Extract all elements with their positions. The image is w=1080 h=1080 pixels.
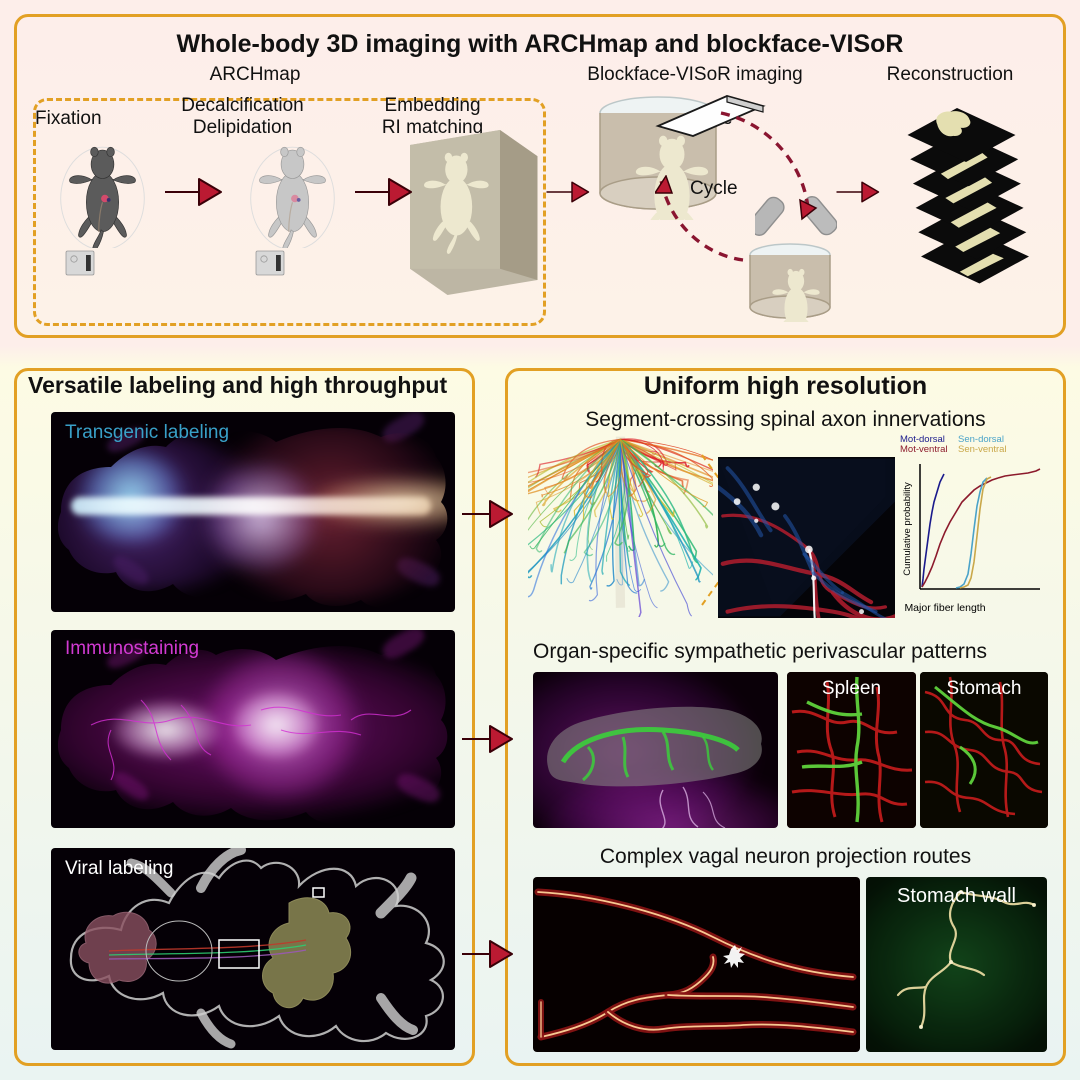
- svg-text:Mot-ventral: Mot-ventral: [900, 444, 948, 455]
- svg-text:Major fiber length: Major fiber length: [904, 602, 985, 614]
- svg-text:Sen-ventral: Sen-ventral: [958, 444, 1007, 455]
- svg-text:Cumulative probability: Cumulative probability: [902, 482, 913, 576]
